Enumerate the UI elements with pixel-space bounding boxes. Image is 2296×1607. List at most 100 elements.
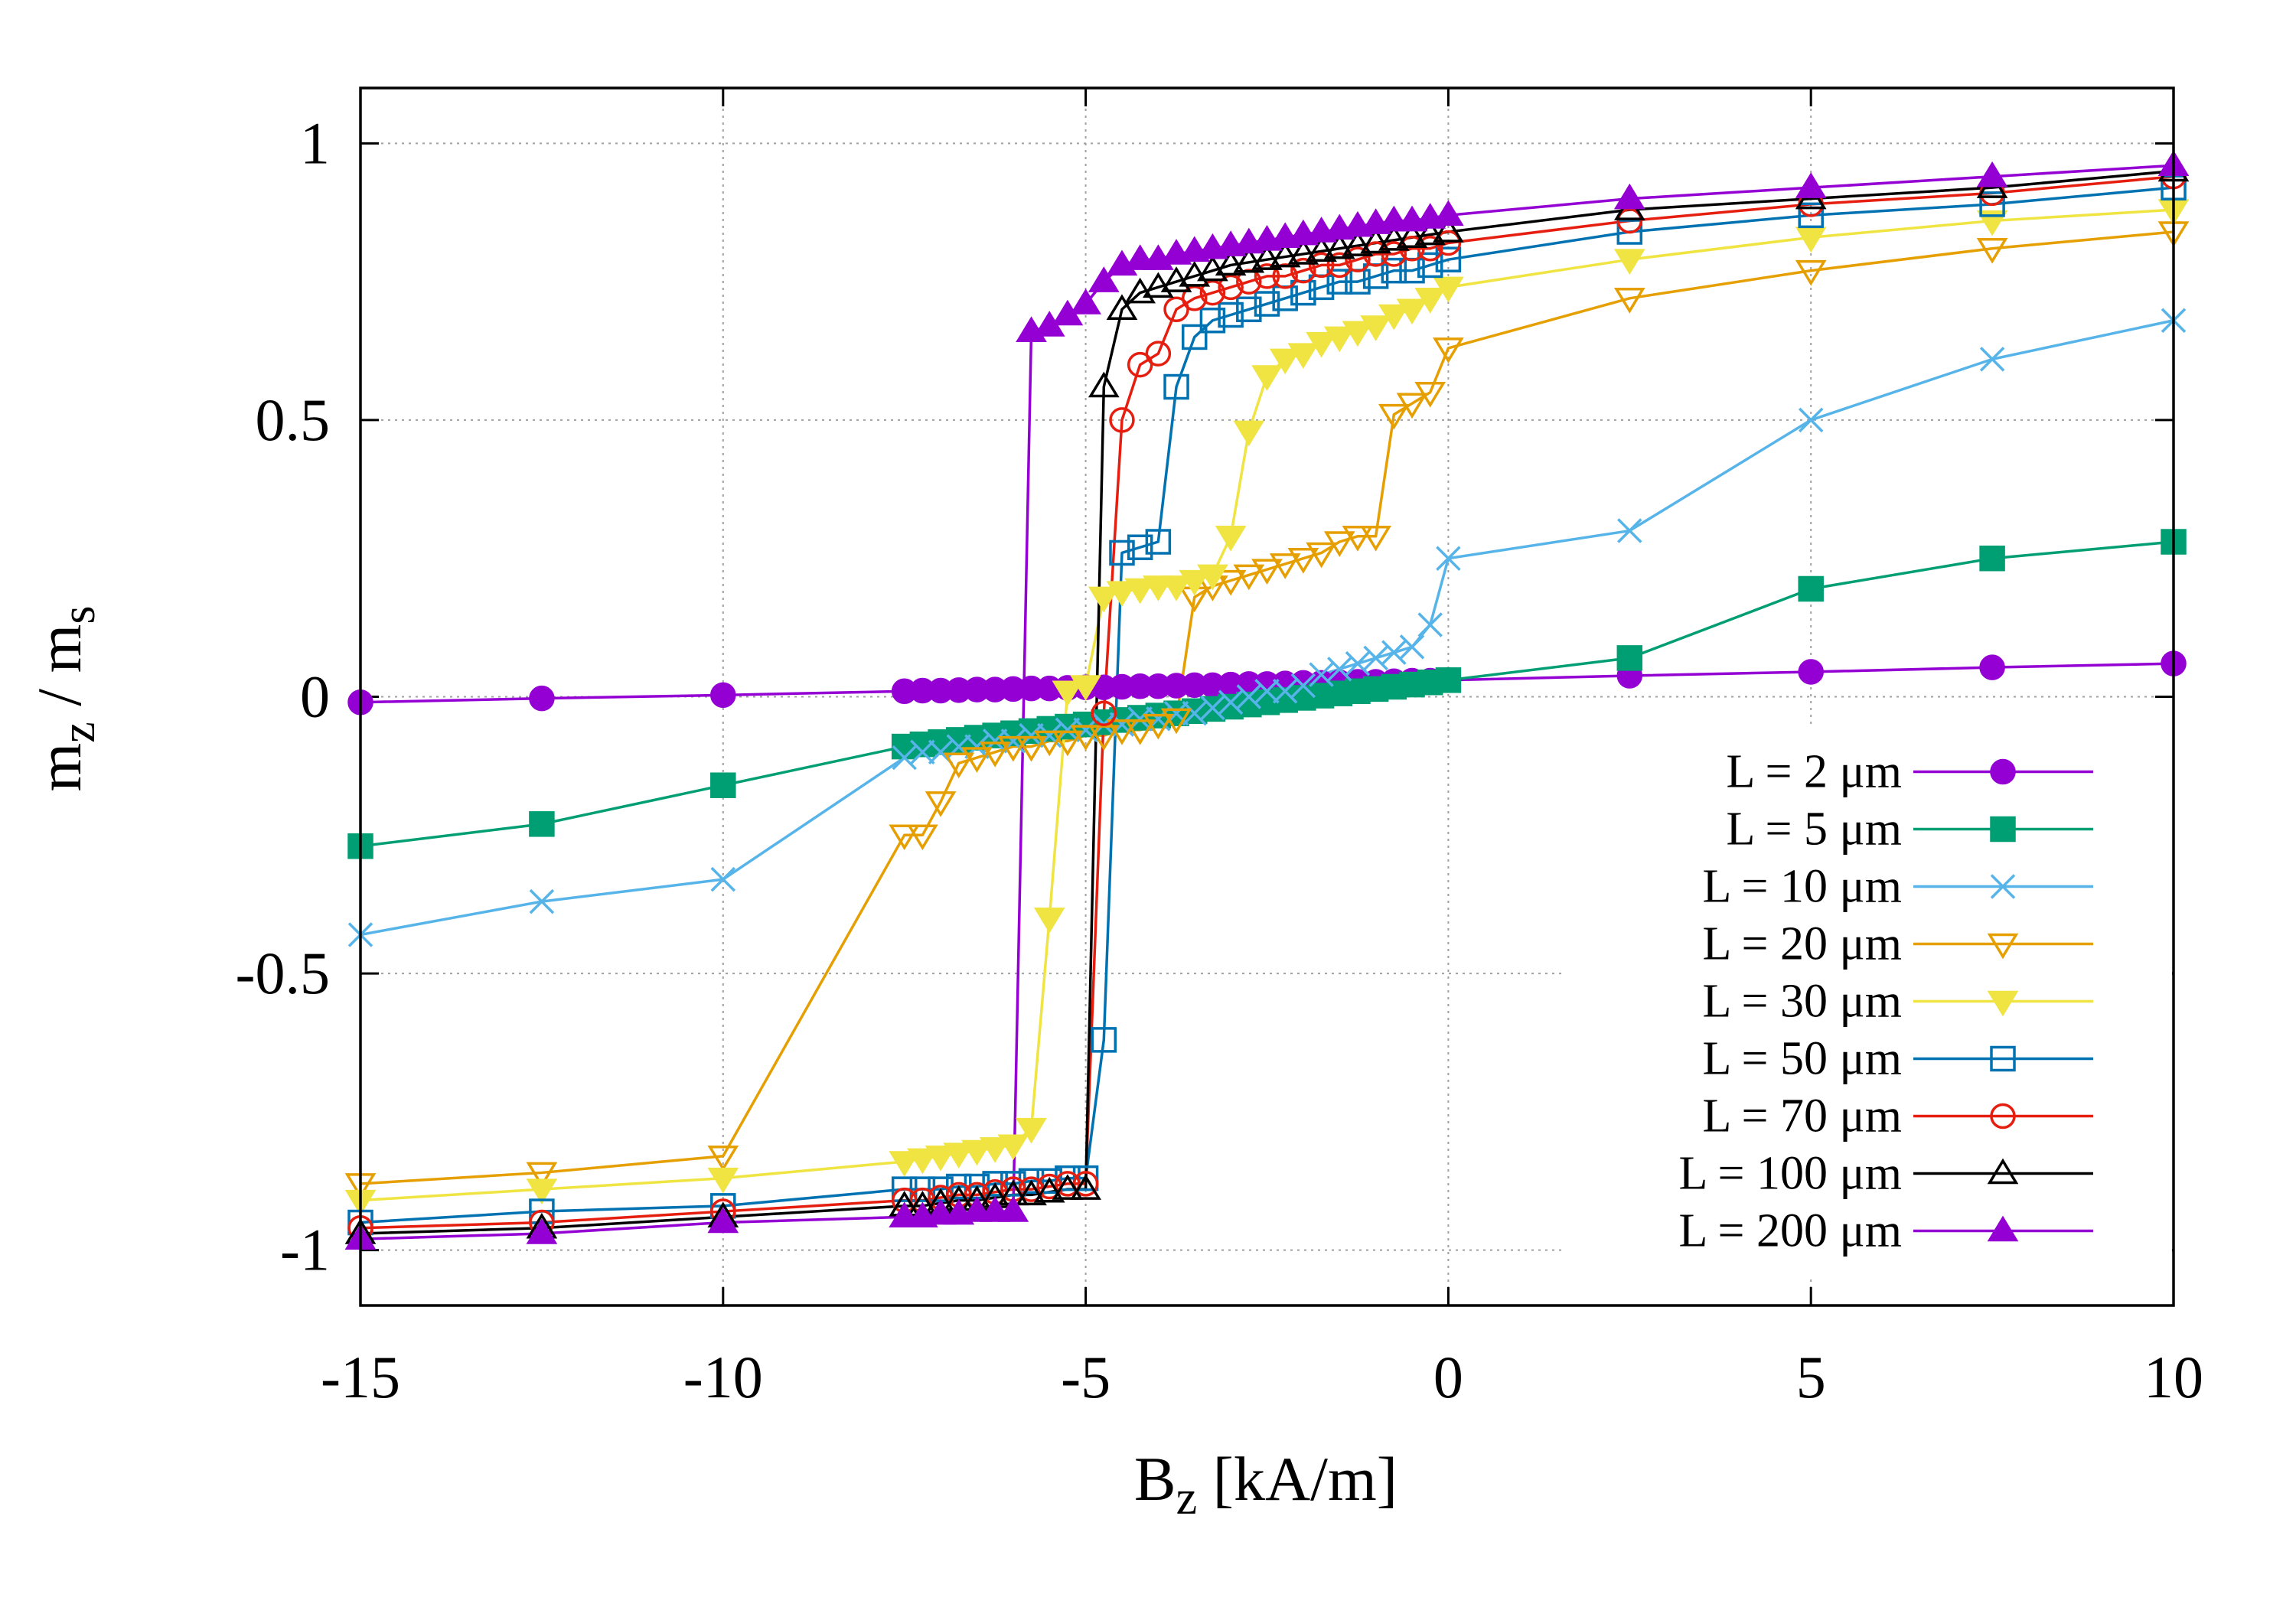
marker bbox=[1215, 249, 1247, 276]
marker bbox=[1414, 288, 1446, 314]
marker bbox=[1360, 315, 1391, 341]
marker bbox=[925, 791, 957, 817]
marker bbox=[1396, 222, 1428, 249]
x-tick-label: -15 bbox=[321, 1344, 400, 1410]
marker bbox=[1106, 581, 1138, 607]
marker bbox=[961, 747, 993, 773]
marker bbox=[707, 1167, 739, 1194]
marker bbox=[1433, 337, 1464, 363]
marker bbox=[1124, 244, 1156, 270]
series-line bbox=[360, 186, 2174, 1224]
marker bbox=[1143, 575, 1174, 601]
marker bbox=[1433, 217, 1464, 243]
marker bbox=[1976, 161, 2008, 187]
marker bbox=[1795, 172, 1827, 198]
marker bbox=[997, 735, 1029, 762]
axis-label-part: m bbox=[24, 743, 94, 792]
marker bbox=[1109, 539, 1135, 566]
axis-label-part: [kA/m] bbox=[1197, 1444, 1397, 1514]
legend-label: L = 50 μm bbox=[1702, 1033, 1902, 1085]
marker bbox=[1287, 343, 1319, 370]
marker bbox=[1269, 241, 1301, 268]
marker bbox=[1070, 1174, 1101, 1200]
marker bbox=[707, 1207, 739, 1234]
marker bbox=[1616, 645, 1643, 671]
legend-marker bbox=[1990, 758, 2016, 785]
marker bbox=[1979, 347, 2005, 372]
marker bbox=[1070, 725, 1101, 751]
marker bbox=[1360, 526, 1391, 552]
marker bbox=[1381, 640, 1407, 665]
marker bbox=[1417, 252, 1443, 279]
marker bbox=[529, 685, 555, 712]
marker bbox=[1342, 526, 1374, 552]
marker bbox=[1269, 348, 1301, 375]
marker bbox=[1798, 575, 1824, 602]
marker bbox=[1613, 288, 1645, 314]
marker bbox=[1052, 680, 1084, 707]
marker bbox=[1378, 205, 1410, 232]
marker bbox=[1342, 230, 1374, 256]
marker bbox=[1088, 586, 1120, 613]
marker bbox=[1127, 351, 1153, 378]
marker bbox=[1269, 553, 1301, 579]
marker bbox=[889, 1151, 921, 1177]
marker bbox=[1124, 277, 1156, 304]
marker bbox=[1795, 227, 1827, 253]
marker bbox=[1414, 219, 1446, 246]
marker bbox=[1145, 341, 1172, 367]
y-tick-label: -0.5 bbox=[236, 940, 330, 1006]
marker bbox=[1251, 559, 1283, 585]
y-tick-label: -1 bbox=[280, 1217, 330, 1283]
marker bbox=[1795, 259, 1827, 286]
marker bbox=[1798, 202, 1824, 229]
marker bbox=[1160, 575, 1192, 601]
marker bbox=[1287, 239, 1319, 265]
marker bbox=[1616, 219, 1643, 245]
marker bbox=[1124, 719, 1156, 745]
legend-marker bbox=[1990, 1045, 2016, 1072]
marker bbox=[1160, 266, 1192, 292]
legend-marker bbox=[1987, 933, 2019, 960]
marker bbox=[1215, 569, 1247, 596]
marker bbox=[526, 1178, 558, 1205]
axis-label-subscript: z bbox=[53, 722, 105, 743]
marker bbox=[997, 1196, 1029, 1222]
legend-label: L = 5 μm bbox=[1726, 804, 1902, 856]
marker bbox=[1052, 730, 1084, 757]
plot-frame bbox=[359, 86, 2175, 1307]
y-tick-label: 0 bbox=[300, 663, 330, 730]
legend-marker bbox=[1987, 1158, 2019, 1185]
marker bbox=[1033, 1176, 1065, 1203]
axis-label-subscript: z bbox=[1176, 1472, 1198, 1524]
marker bbox=[1070, 288, 1101, 315]
marker bbox=[529, 811, 555, 837]
marker bbox=[1345, 246, 1371, 272]
marker bbox=[1396, 393, 1428, 419]
marker bbox=[1033, 908, 1065, 934]
marker bbox=[1016, 1179, 1047, 1206]
marker bbox=[943, 1143, 975, 1169]
marker bbox=[710, 866, 736, 892]
marker bbox=[1179, 261, 1211, 287]
marker bbox=[1233, 420, 1265, 447]
marker bbox=[1233, 246, 1265, 273]
marker bbox=[1342, 321, 1374, 347]
marker bbox=[1345, 650, 1371, 676]
marker bbox=[1088, 725, 1120, 751]
marker bbox=[1160, 708, 1192, 735]
marker bbox=[1254, 291, 1280, 317]
marker bbox=[710, 682, 736, 709]
y-axis-label: mz / ms bbox=[24, 605, 105, 791]
marker bbox=[1433, 276, 1464, 303]
marker bbox=[1106, 294, 1138, 321]
marker bbox=[1254, 263, 1280, 289]
axis-label-part: / m bbox=[24, 624, 94, 722]
marker bbox=[1197, 255, 1228, 282]
x-tick-label: -10 bbox=[683, 1344, 763, 1410]
legend-label: L = 70 μm bbox=[1702, 1090, 1902, 1143]
marker bbox=[925, 1145, 957, 1172]
marker bbox=[1323, 326, 1355, 353]
marker bbox=[889, 824, 921, 851]
